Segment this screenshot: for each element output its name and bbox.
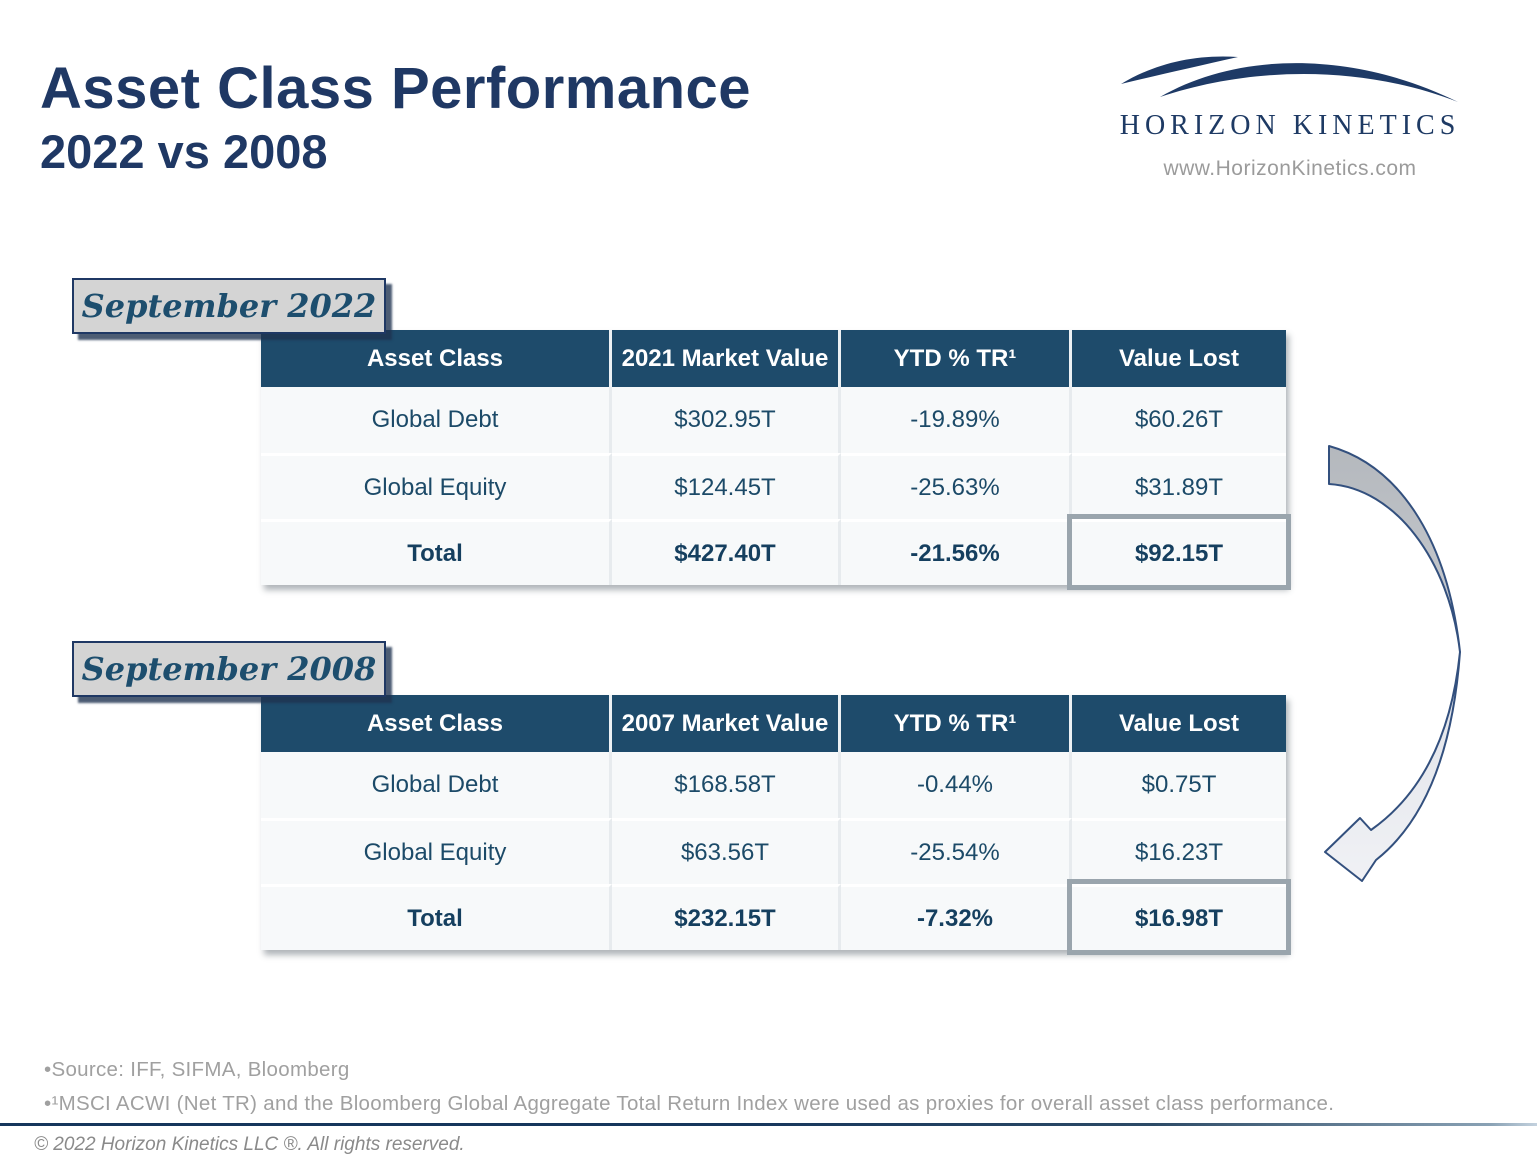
column-header-asset-class: Asset Class (261, 330, 612, 387)
footnotes: •Source: IFF, SIFMA, Bloomberg •¹MSCI AC… (44, 1058, 1334, 1126)
cell-total-market-value: $232.15T (612, 884, 841, 950)
column-header-ytd-tr: YTD % TR¹ (841, 695, 1072, 752)
cell-market-value: $168.58T (612, 752, 841, 818)
cell-ytd: -25.54% (841, 818, 1072, 884)
column-header-market-value: 2021 Market Value (612, 330, 841, 387)
table-header-row: Asset Class 2021 Market Value YTD % TR¹ … (261, 330, 1286, 387)
page-subtitle: 2022 vs 2008 (40, 124, 328, 178)
cell-market-value: $124.45T (612, 453, 841, 519)
logo-url: www.HorizonKinetics.com (1163, 157, 1417, 180)
cell-market-value: $63.56T (612, 818, 841, 884)
cell-total-label: Total (261, 884, 612, 950)
curved-arrow-icon (1324, 445, 1461, 882)
column-header-market-value: 2007 Market Value (612, 695, 841, 752)
cell-total-value-lost-highlighted: $92.15T (1072, 519, 1286, 585)
period-label-2008: September 2008 (72, 641, 386, 697)
column-header-value-lost: Value Lost (1118, 344, 1240, 372)
table-row-total: Total $427.40T -21.56% $92.15T (261, 519, 1286, 585)
cell-value-lost: $31.89T (1072, 453, 1286, 519)
cell-market-value: $302.95T (612, 387, 841, 453)
footnote-source: •Source: IFF, SIFMA, Bloomberg (44, 1058, 350, 1081)
cell-asset: Global Debt (261, 387, 612, 453)
cell-asset: Global Debt (261, 752, 612, 818)
table-row-total: Total $232.15T -7.32% $16.98T (261, 884, 1286, 950)
table-row-global-debt: Global Debt $302.95T -19.89% $60.26T (261, 387, 1286, 453)
table-header-row: Asset Class 2007 Market Value YTD % TR¹ … (261, 695, 1286, 752)
period-label-2022: September 2022 (72, 278, 386, 334)
horizon-kinetics-logo: HORIZON KINETICS www.HorizonKinetics.com (1112, 44, 1468, 181)
cell-asset: Global Equity (261, 818, 612, 884)
logo-swoosh-icon (1121, 56, 1458, 102)
cell-value-lost: $60.26T (1134, 406, 1224, 433)
footnote-proxies: •¹MSCI ACWI (Net TR) and the Bloomberg G… (44, 1092, 1335, 1115)
table-2008: Asset Class 2007 Market Value YTD % TR¹ … (261, 695, 1286, 950)
cell-total-ytd: -21.56% (841, 519, 1072, 585)
column-header-value-lost: Value Lost (1118, 709, 1240, 737)
cell-ytd: -19.89% (841, 387, 1072, 453)
cell-asset: Global Equity (261, 453, 612, 519)
cell-ytd: -25.63% (841, 453, 1072, 519)
logo-wordmark: HORIZON KINETICS (1119, 110, 1461, 141)
table-row-global-equity: Global Equity $63.56T -25.54% $16.23T (261, 818, 1286, 884)
column-header-asset-class: Asset Class (261, 695, 612, 752)
cell-total-label: Total (261, 519, 612, 585)
column-header-ytd-tr: YTD % TR¹ (841, 330, 1072, 387)
cell-ytd: -0.44% (841, 752, 1072, 818)
cell-total-market-value: $427.40T (612, 519, 841, 585)
copyright-text: © 2022 Horizon Kinetics LLC ®. All right… (34, 1134, 465, 1155)
cell-total-value-lost-highlighted: $16.98T (1072, 884, 1286, 950)
title-block: Asset Class Performance 2022 vs 2008 (40, 56, 752, 178)
table-row-global-equity: Global Equity $124.45T -25.63% $31.89T (261, 453, 1286, 519)
cell-total-ytd: -7.32% (841, 884, 1072, 950)
table-2022: Asset Class 2021 Market Value YTD % TR¹ … (261, 330, 1286, 585)
table-row-global-debt: Global Debt $168.58T -0.44% $0.75T (261, 752, 1286, 818)
cell-value-lost: $16.23T (1072, 818, 1286, 884)
cell-value-lost: $0.75T (1141, 771, 1217, 798)
page-title: Asset Class Performance (40, 56, 752, 121)
footer-divider (0, 1123, 1537, 1126)
